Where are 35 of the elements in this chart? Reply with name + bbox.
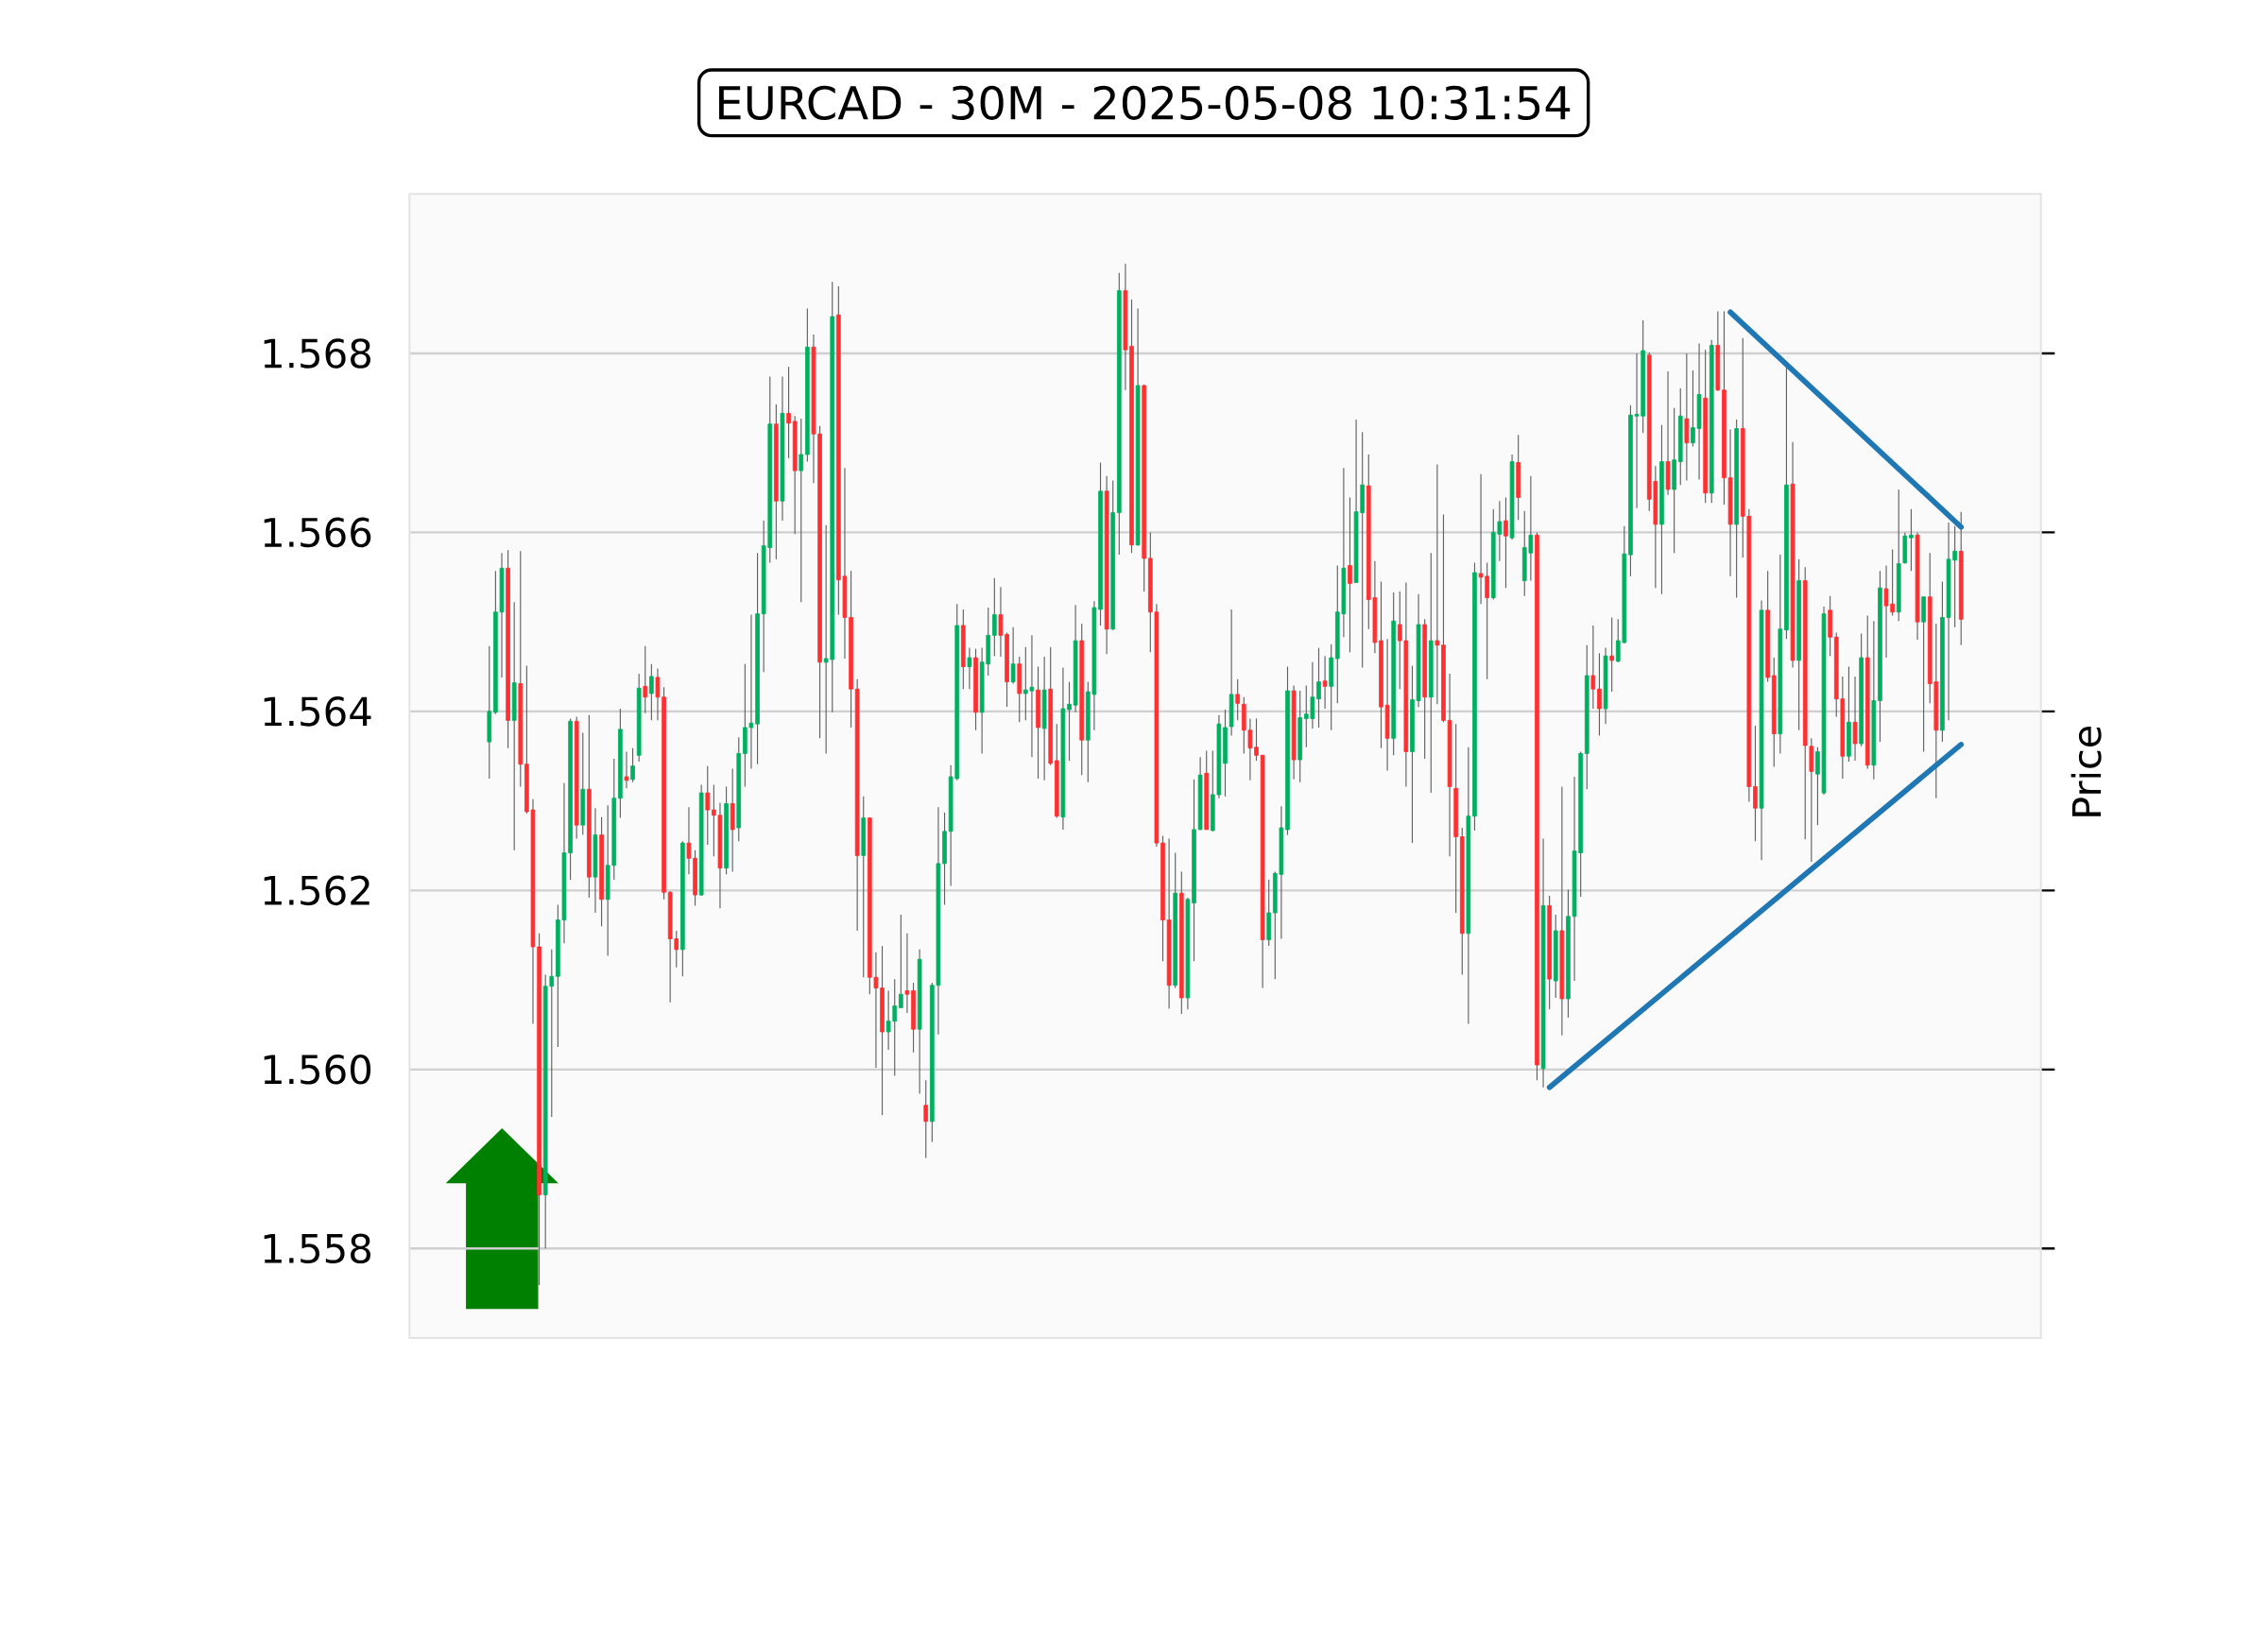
candlestick [1254, 717, 1259, 762]
candlestick [1909, 508, 1914, 572]
candlestick [899, 914, 903, 1009]
candlestick [630, 747, 635, 783]
candlestick [1235, 678, 1241, 721]
y-tick-label: 1.562 [264, 875, 369, 906]
candlestick [1609, 616, 1614, 693]
y-tick-label: 1.564 [264, 696, 371, 727]
candlestick [1067, 681, 1072, 762]
candlestick [1435, 463, 1440, 705]
candlestick [1852, 676, 1858, 762]
candlestick [705, 765, 711, 846]
candlestick [1597, 652, 1602, 737]
candlestick [649, 663, 654, 721]
candlestick [1503, 496, 1508, 589]
y-axis-title: Price [2070, 727, 2102, 816]
y-tick-label: 1.566 [264, 517, 371, 548]
candlestick [624, 750, 629, 789]
candlestick [1316, 647, 1321, 729]
candlestick [1753, 725, 1758, 842]
candlestick [1348, 496, 1352, 653]
candlestick [967, 647, 972, 690]
candlestick [643, 645, 648, 714]
candlestick [1590, 625, 1596, 710]
y-tick-label: 1.558 [264, 1233, 370, 1264]
y-tick-label: 1.568 [264, 338, 370, 369]
y-tick-label: 1.560 [264, 1054, 371, 1085]
candlestick [799, 418, 804, 603]
candlestick [998, 586, 1004, 658]
candlestick [786, 366, 791, 459]
candlestick [1010, 626, 1016, 685]
candlestick [923, 1079, 929, 1159]
candlestick [1322, 655, 1328, 710]
candlestick [992, 577, 997, 657]
chart-title: EURCAD - 30M - 2025-05-08 10:31:54 [719, 85, 1571, 120]
